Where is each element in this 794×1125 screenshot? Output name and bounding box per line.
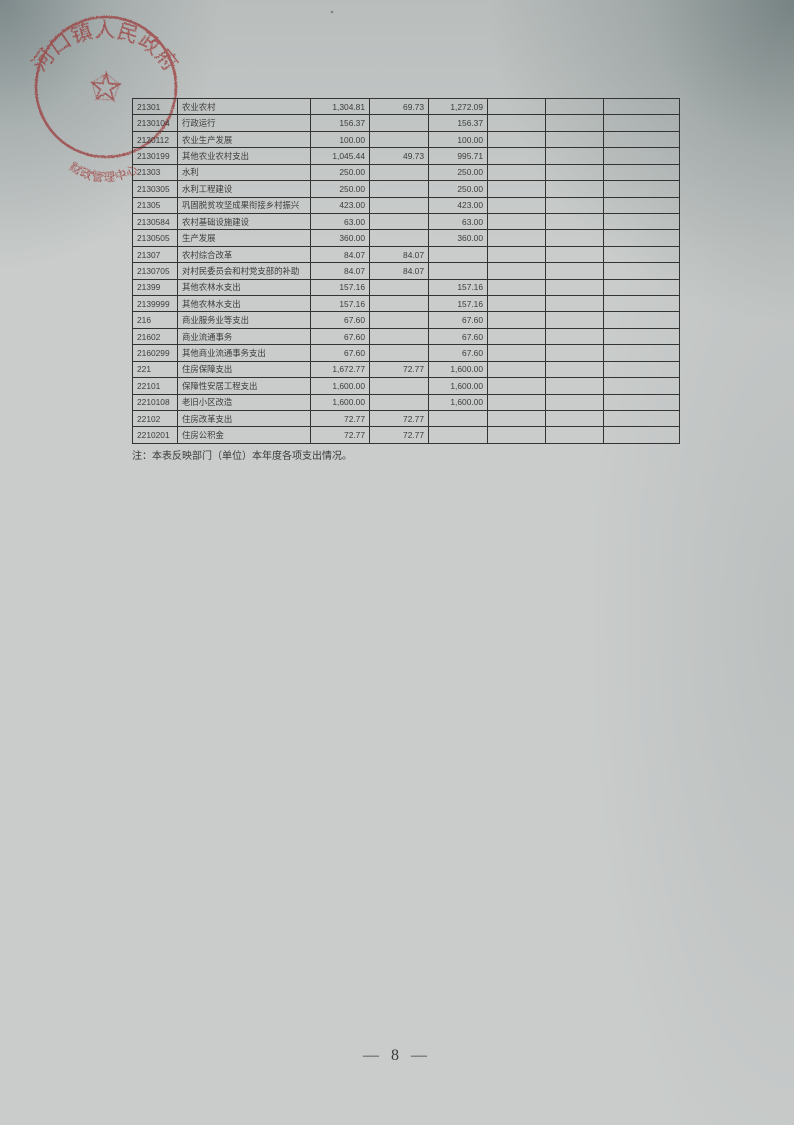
svg-text:河口镇人民政府: 河口镇人民政府 bbox=[28, 19, 182, 76]
svg-text:财政管理中心: 财政管理中心 bbox=[67, 160, 141, 185]
